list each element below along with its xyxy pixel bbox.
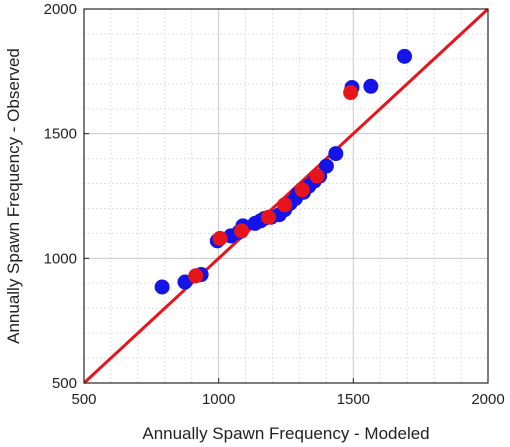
- axis-ticks: 500 1000 1500 2000 500 1000 1500 2000: [44, 1, 505, 408]
- y-tick-label: 1000: [44, 250, 77, 267]
- y-tick-label: 1500: [44, 126, 77, 143]
- red-data-point: [188, 268, 204, 284]
- blue-data-point: [397, 48, 413, 64]
- plot-frame: [83, 8, 489, 384]
- red-data-point: [260, 209, 276, 225]
- x-axis-label: Annually Spawn Frequency - Modeled: [142, 424, 429, 443]
- blue-data-point: [363, 78, 379, 94]
- grid: [84, 9, 488, 383]
- data-points: [154, 48, 413, 295]
- y-axis-label: Annually Spawn Frequency - Observed: [4, 48, 23, 344]
- red-data-point: [277, 197, 293, 213]
- red-data-point: [234, 223, 250, 239]
- x-tick-label: 1500: [337, 391, 370, 408]
- blue-data-point: [154, 279, 170, 295]
- identity-line: [82, 7, 490, 385]
- x-tick-label: 1000: [202, 391, 235, 408]
- reference-line: [82, 7, 490, 385]
- x-tick-label: 500: [71, 391, 96, 408]
- blue-data-point: [318, 158, 334, 174]
- blue-data-point: [328, 146, 344, 162]
- red-data-point: [309, 168, 325, 184]
- red-data-point: [294, 182, 310, 198]
- red-data-point: [212, 230, 228, 246]
- y-tick-label: 2000: [44, 1, 77, 18]
- x-tick-label: 2000: [471, 391, 504, 408]
- y-tick-label: 500: [52, 375, 77, 392]
- red-data-point: [343, 85, 359, 101]
